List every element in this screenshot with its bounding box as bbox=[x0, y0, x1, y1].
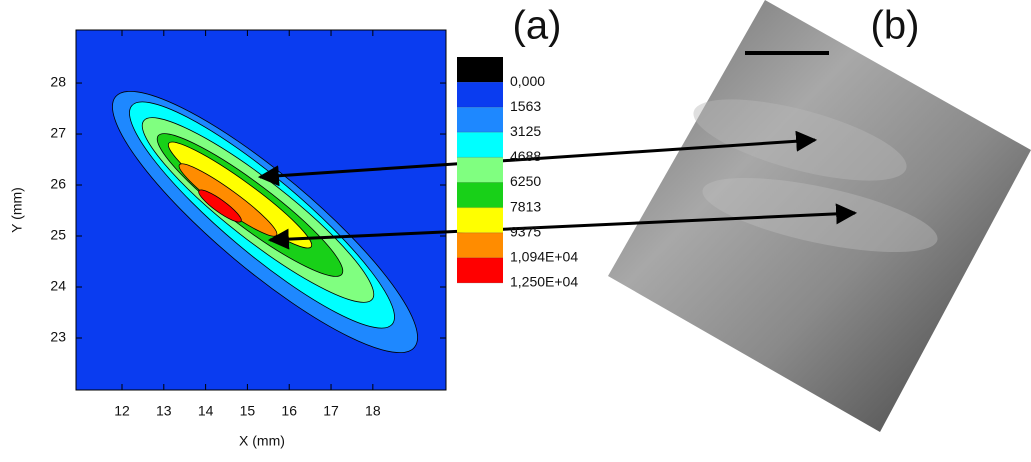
arrow bbox=[257, 130, 818, 187]
contour-band bbox=[198, 189, 242, 223]
x-tick-label: 13 bbox=[156, 403, 172, 419]
x-tick-label: 17 bbox=[323, 403, 339, 419]
colorbar-swatch bbox=[457, 232, 503, 258]
colorbar-label: 1563 bbox=[510, 98, 541, 114]
colorbar-swatch bbox=[457, 82, 503, 108]
arrow bbox=[267, 203, 858, 250]
colorbar-label: 1,250E+04 bbox=[510, 274, 578, 290]
x-axis-label: X (mm) bbox=[239, 433, 285, 449]
panel-label: (b) bbox=[871, 4, 920, 48]
panel-label: (a) bbox=[513, 4, 562, 48]
plot-area bbox=[76, 30, 446, 390]
colorbar-swatch bbox=[457, 57, 503, 83]
colorbar-label: 6250 bbox=[510, 173, 541, 189]
colorbar-label: 9375 bbox=[510, 223, 541, 239]
colorbar-swatch bbox=[457, 207, 503, 233]
colorbar-label: 3125 bbox=[510, 123, 541, 139]
colorbar-label: 7813 bbox=[510, 198, 541, 214]
x-tick-label: 18 bbox=[365, 403, 381, 419]
y-tick-label: 27 bbox=[50, 125, 66, 141]
colorbar-swatch bbox=[457, 182, 503, 208]
colorbar-swatch bbox=[457, 132, 503, 158]
x-tick-label: 14 bbox=[198, 403, 214, 419]
colorbar-swatch bbox=[457, 257, 503, 283]
colorbar-swatch bbox=[457, 157, 503, 183]
y-axis-label: Y (mm) bbox=[9, 187, 25, 233]
y-tick-label: 28 bbox=[50, 74, 66, 90]
colorbar-swatch bbox=[457, 107, 503, 133]
y-tick-label: 25 bbox=[50, 227, 66, 243]
y-tick-label: 26 bbox=[50, 176, 66, 192]
colorbar-label: 4688 bbox=[510, 148, 541, 164]
colorbar-label: 1,094E+04 bbox=[510, 249, 578, 265]
x-tick-label: 12 bbox=[114, 403, 130, 419]
x-tick-label: 16 bbox=[281, 403, 297, 419]
colorbar-label: 0,000 bbox=[510, 73, 545, 89]
x-tick-label: 15 bbox=[240, 403, 256, 419]
y-tick-label: 23 bbox=[50, 329, 66, 345]
y-tick-label: 24 bbox=[50, 278, 66, 294]
